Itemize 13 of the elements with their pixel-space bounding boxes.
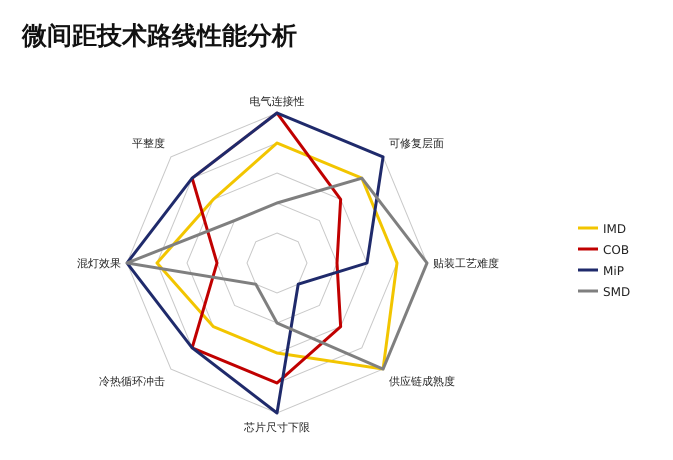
spoke-label: 贴装工艺难度	[433, 257, 499, 270]
spoke-label: 混灯效果	[77, 257, 121, 270]
legend-label: SMD	[603, 285, 630, 299]
chart-title: 微间距技术路线性能分析	[21, 21, 297, 50]
spoke-label: 冷热循环冲击	[98, 375, 165, 388]
spoke-label: 电气连接性	[250, 95, 304, 108]
spoke-label: 供应链成熟度	[389, 375, 456, 388]
legend-label: IMD	[603, 222, 626, 236]
legend-label: MiP	[603, 264, 624, 278]
legend-label: COB	[603, 243, 630, 257]
spoke-label: 可修复层面	[389, 136, 444, 150]
spoke-label: 芯片尺寸下限	[243, 421, 310, 434]
spoke-label: 平整度	[132, 136, 165, 150]
